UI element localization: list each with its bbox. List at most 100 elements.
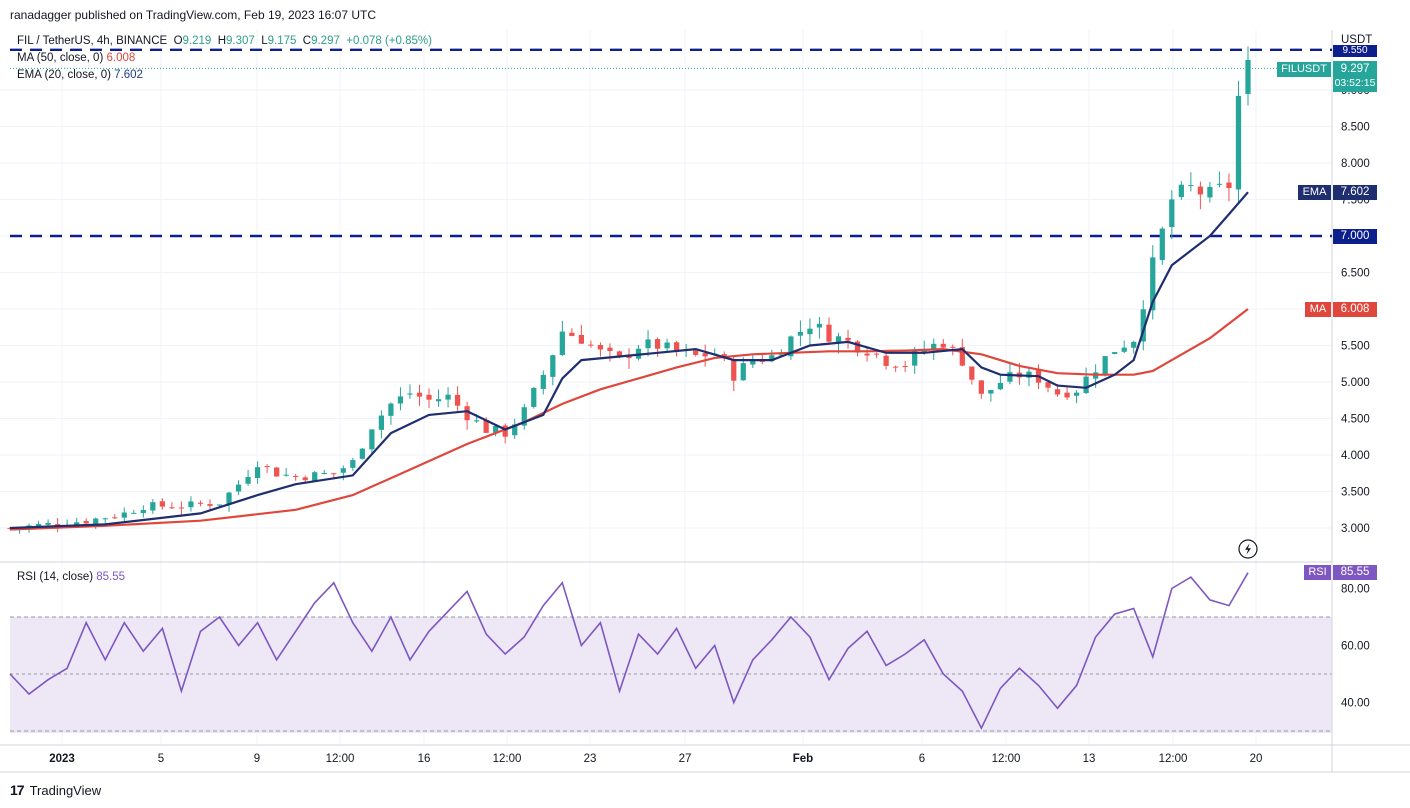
high-label: H — [217, 35, 227, 47]
candle-body — [1121, 347, 1127, 352]
ema-20-line — [9, 191, 1249, 530]
candle-body — [274, 467, 280, 477]
candle-body — [150, 502, 156, 511]
candle-body — [1197, 186, 1204, 195]
ema-value: 7.602 — [114, 69, 143, 81]
ema-side-label: EMA — [1298, 185, 1331, 200]
time-tick-label: 23 — [584, 753, 597, 765]
rsi-legend-row[interactable]: RSI (14, close) 85.55 — [17, 571, 125, 583]
lightning-icon[interactable] — [1238, 539, 1258, 559]
rsi-line — [9, 572, 1249, 730]
candle-body — [159, 501, 165, 507]
candle-body — [264, 466, 270, 468]
candle-body — [559, 331, 565, 355]
candle-body — [35, 524, 42, 527]
candle-body — [550, 355, 556, 377]
candle-body — [902, 365, 908, 367]
price-tick-label: 3.500 — [1341, 487, 1370, 499]
candle-body — [369, 429, 375, 450]
candle-body — [540, 374, 546, 389]
top-level-tag: 9.550 — [1333, 45, 1377, 57]
candle-body — [845, 337, 851, 341]
rsi-tick-label: 80.00 — [1341, 584, 1370, 596]
candle-body — [464, 406, 470, 421]
candle-body — [702, 353, 708, 357]
footer[interactable]: 17 TradingView — [10, 782, 101, 798]
candle-body — [731, 358, 737, 381]
candle-body — [950, 346, 956, 348]
candle-body — [673, 342, 680, 352]
candle-body — [121, 512, 127, 518]
candle-body — [493, 426, 499, 433]
candle-body — [1083, 376, 1089, 394]
candle-body — [1007, 372, 1013, 382]
candle-body — [997, 382, 1004, 390]
candle-body — [474, 420, 480, 422]
candle-body — [912, 350, 918, 366]
candle-body — [1216, 183, 1223, 185]
candle-body — [254, 467, 261, 479]
candle-body — [835, 336, 842, 343]
ma-50-line — [9, 308, 1249, 531]
close-value: 9.297 — [311, 35, 340, 47]
candle-body — [645, 339, 651, 349]
candle-body — [988, 390, 994, 394]
ma-price-tag: 6.008 — [1333, 302, 1377, 317]
candle-body — [426, 394, 432, 400]
symbol-label[interactable]: FIL / TetherUS, 4h, BINANCE — [17, 35, 168, 47]
candle-body — [1178, 184, 1184, 198]
high-value: 9.307 — [226, 35, 255, 47]
open-value: 9.219 — [182, 35, 212, 47]
time-tick-label: 12:00 — [992, 753, 1021, 765]
publisher-line: ranadagger published on TradingView.com,… — [10, 8, 377, 22]
candle-body — [1235, 95, 1242, 190]
support-resistance-levels[interactable] — [10, 48, 1332, 238]
rsi-scale-ticks: 80.00 60.00 40.00 — [1341, 584, 1370, 710]
last-price-tag: 9.297 03:52:15 — [1333, 61, 1377, 92]
candle-body — [1159, 228, 1165, 261]
candle-body — [321, 472, 327, 474]
candle-body — [931, 343, 937, 350]
currency-label: USDT — [1341, 34, 1373, 46]
ema-price-tag: 7.602 — [1333, 185, 1377, 200]
candle-body — [1140, 309, 1146, 342]
rsi-value: 85.55 — [96, 571, 126, 583]
time-tick-label: 20 — [1250, 753, 1263, 765]
ma-value: 6.008 — [106, 52, 136, 64]
candle-body — [1073, 392, 1080, 396]
candle-body — [969, 366, 975, 380]
symbol-tag: FILUSDT — [1277, 62, 1331, 77]
candle-body — [378, 415, 385, 430]
candle-body — [826, 324, 832, 342]
candle-body — [940, 343, 946, 348]
candle-body — [102, 518, 108, 520]
candle-body — [873, 353, 880, 355]
rsi-label: RSI (14, close) — [17, 571, 94, 583]
candle-body — [607, 347, 613, 352]
rsi-side-label: RSI — [1304, 565, 1331, 580]
candle-body — [788, 336, 794, 357]
candle-body — [854, 341, 861, 353]
candle-body — [1207, 186, 1213, 198]
ma-side-label: MA — [1305, 302, 1331, 317]
time-tick-label: 12:00 — [493, 753, 522, 765]
ma-legend-row[interactable]: MA (50, close, 0) 6.008 — [17, 52, 135, 64]
rsi-tick-label: 40.00 — [1341, 698, 1370, 710]
candle-body — [1226, 182, 1232, 189]
candle-body — [1188, 185, 1194, 187]
candle-body — [445, 394, 451, 400]
ema-legend-row[interactable]: EMA (20, close, 0) 7.602 — [17, 69, 143, 81]
candle-body — [807, 328, 813, 335]
candle-body — [664, 342, 670, 349]
last-price-value: 9.297 — [1340, 63, 1370, 75]
candle-body — [1112, 352, 1118, 354]
candle-body — [54, 524, 61, 527]
candle-body — [235, 484, 242, 492]
candle-body — [893, 366, 899, 368]
candle-body — [350, 460, 356, 468]
candle-body — [188, 501, 194, 508]
candle-body — [616, 351, 623, 356]
candle-body — [1131, 341, 1137, 348]
candle-body — [83, 521, 89, 524]
